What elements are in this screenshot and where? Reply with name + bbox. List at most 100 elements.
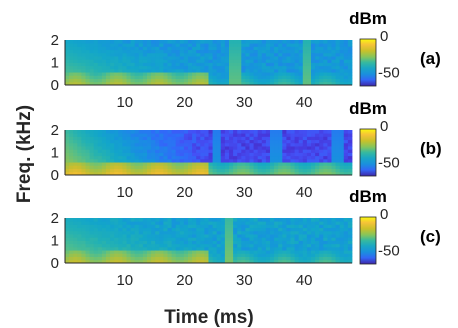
- heatmap-cell: [302, 81, 308, 86]
- heatmap-cell: [101, 136, 107, 141]
- heatmap-cell: [101, 81, 107, 86]
- heatmap-cell: [331, 221, 336, 225]
- heatmap-cell: [196, 43, 201, 47]
- heatmap-cell: [159, 133, 164, 137]
- heatmap-cell: [290, 40, 295, 44]
- heatmap-cell: [65, 234, 70, 238]
- heatmap-cell: [311, 40, 316, 44]
- heatmap-cell: [286, 243, 291, 248]
- heatmap-cell: [73, 246, 78, 251]
- heatmap-cell: [138, 240, 144, 245]
- heatmap-cell: [220, 162, 226, 166]
- heatmap-cell: [97, 59, 103, 63]
- heatmap-cell: [118, 259, 123, 264]
- heatmap-cell: [138, 136, 144, 141]
- heatmap-cell: [147, 162, 152, 166]
- heatmap-cell: [97, 237, 103, 241]
- heatmap-cell: [93, 246, 99, 251]
- heatmap-cell: [319, 218, 324, 222]
- heatmap-cell: [224, 256, 230, 261]
- heatmap-cell: [237, 149, 242, 153]
- heatmap-cell: [81, 155, 86, 160]
- heatmap-cell: [208, 152, 213, 157]
- heatmap-cell: [319, 65, 324, 70]
- heatmap-cell: [171, 224, 177, 229]
- heatmap-cell: [126, 246, 131, 251]
- heatmap-cell: [200, 59, 205, 63]
- heatmap-cell: [179, 136, 185, 141]
- heatmap-cell: [278, 253, 283, 257]
- heatmap-cell: [323, 146, 328, 150]
- heatmap-cell: [106, 224, 111, 229]
- heatmap-cell: [216, 81, 222, 86]
- heatmap-cell: [89, 52, 95, 57]
- heatmap-cell: [188, 250, 193, 254]
- heatmap-cell: [151, 146, 156, 150]
- heatmap-cell: [114, 240, 119, 245]
- heatmap-cell: [302, 146, 308, 150]
- heatmap-cell: [89, 256, 95, 261]
- heatmap-cell: [265, 130, 271, 134]
- heatmap-cell: [212, 81, 218, 86]
- heatmap-cell: [335, 52, 341, 57]
- heatmap-cell: [290, 218, 295, 222]
- heatmap-cell: [249, 243, 254, 248]
- heatmap-cell: [257, 221, 263, 225]
- heatmap-cell: [249, 240, 254, 245]
- heatmap-cell: [290, 81, 295, 86]
- heatmap-cell: [274, 142, 279, 147]
- heatmap-cell: [192, 78, 197, 83]
- heatmap-cell: [97, 218, 103, 222]
- heatmap-cell: [335, 133, 341, 137]
- heatmap-cell: [179, 162, 185, 166]
- heatmap-cell: [151, 230, 156, 235]
- heatmap-cell: [81, 218, 86, 222]
- heatmap-cell: [163, 240, 168, 245]
- heatmap-cell: [229, 72, 234, 76]
- heatmap-cell: [306, 256, 312, 261]
- heatmap-cell: [343, 72, 349, 76]
- heatmap-cell: [274, 133, 279, 137]
- heatmap-cell: [179, 218, 185, 222]
- heatmap-cell: [171, 171, 177, 176]
- heatmap-cell: [233, 130, 238, 134]
- heatmap-cell: [212, 171, 218, 176]
- heatmap-cell: [93, 250, 99, 254]
- heatmap-cell: [212, 246, 218, 251]
- heatmap-cell: [196, 230, 201, 235]
- heatmap-cell: [315, 139, 320, 144]
- heatmap-cell: [278, 237, 283, 241]
- heatmap-cell: [73, 78, 78, 83]
- heatmap-cell: [196, 142, 201, 147]
- heatmap-cell: [347, 139, 353, 144]
- heatmap-cell: [138, 68, 144, 73]
- heatmap-cell: [163, 250, 168, 254]
- heatmap-cell: [224, 171, 230, 176]
- heatmap-cell: [319, 72, 324, 76]
- heatmap-cell: [245, 253, 250, 257]
- heatmap-cell: [167, 133, 172, 137]
- heatmap-cell: [339, 136, 345, 141]
- heatmap-cell: [200, 142, 205, 147]
- heatmap-cell: [253, 72, 259, 76]
- heatmap-cell: [347, 49, 353, 54]
- heatmap-cell: [81, 78, 86, 83]
- heatmap-cell: [118, 256, 123, 261]
- heatmap-cell: [73, 165, 78, 169]
- heatmap-cell: [298, 49, 304, 54]
- heatmap-cell: [335, 40, 341, 44]
- heatmap-cell: [216, 259, 222, 264]
- heatmap-cell: [175, 230, 181, 235]
- heatmap-cell: [229, 52, 234, 57]
- heatmap-cell: [93, 56, 99, 60]
- heatmap-cell: [122, 40, 127, 44]
- heatmap-cell: [101, 250, 107, 254]
- heatmap-cell: [290, 136, 295, 141]
- heatmap-cell: [85, 59, 90, 63]
- heatmap-cell: [270, 65, 275, 70]
- heatmap-cell: [183, 155, 189, 160]
- heatmap-cell: [130, 146, 136, 150]
- heatmap-cell: [335, 59, 341, 63]
- heatmap-cell: [200, 46, 205, 51]
- heatmap-cell: [183, 152, 189, 157]
